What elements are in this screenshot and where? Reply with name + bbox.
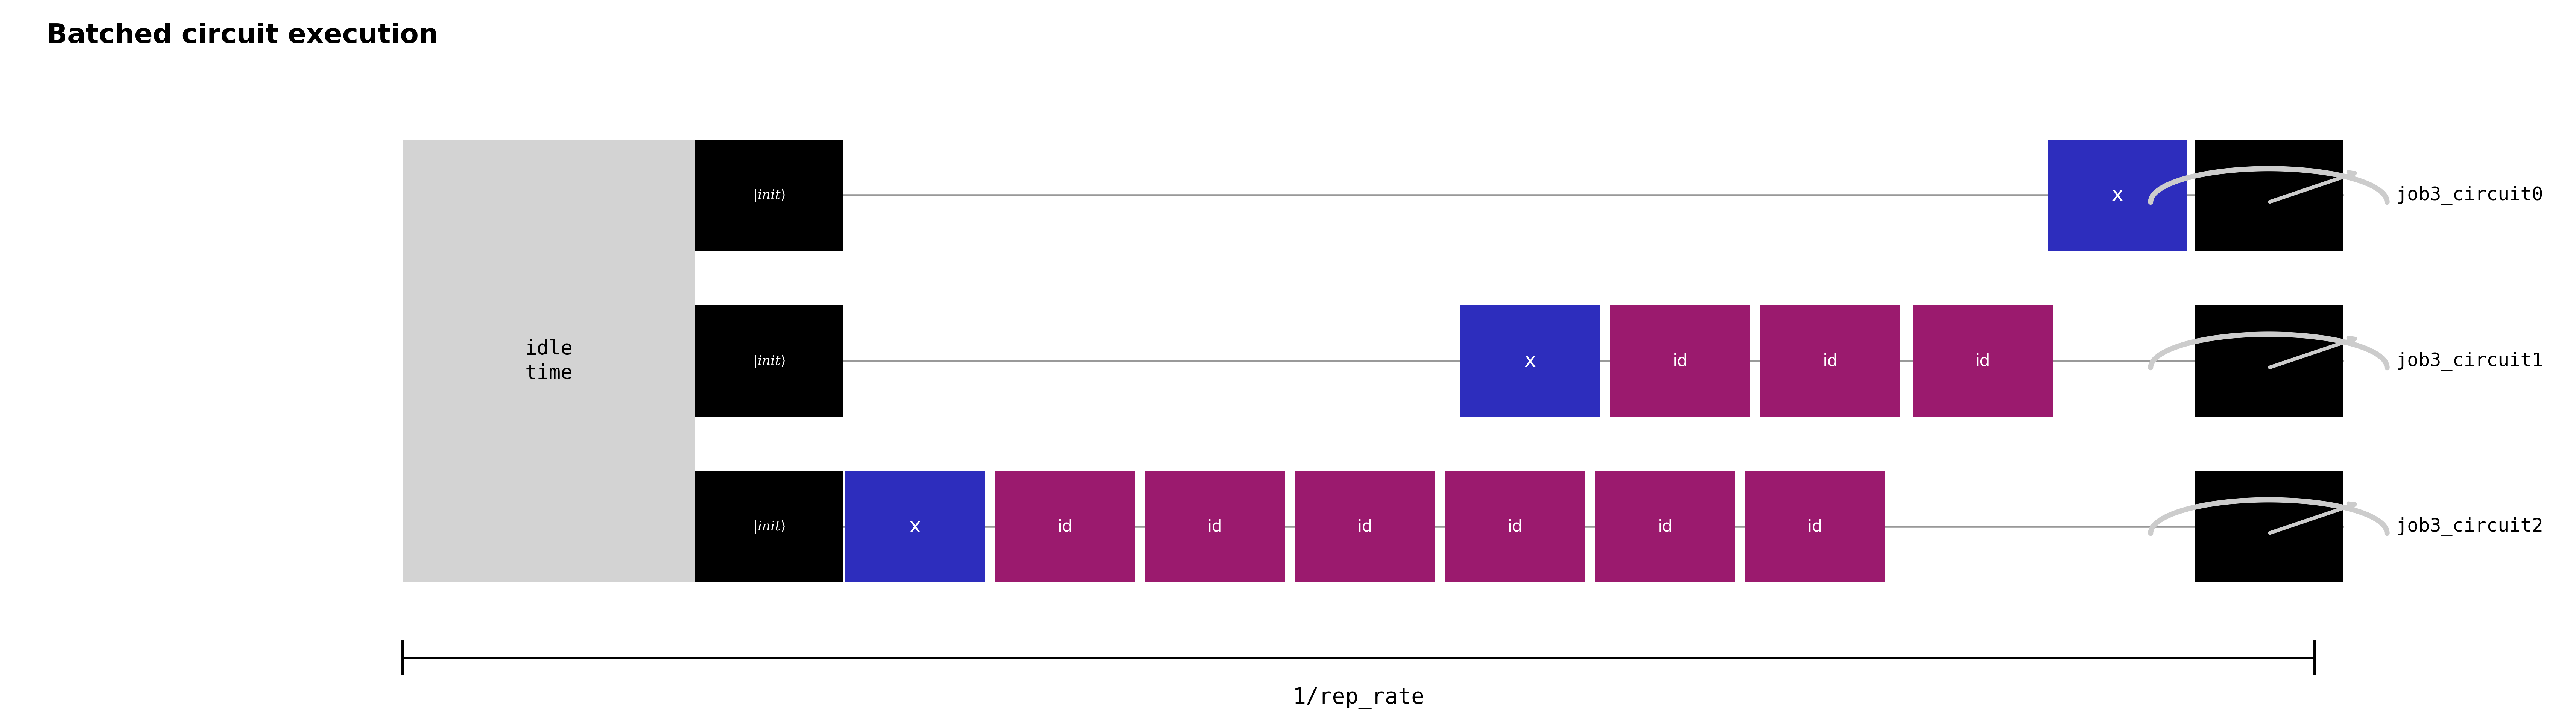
Bar xyxy=(1610,305,1749,417)
Text: job3_circuit1: job3_circuit1 xyxy=(2396,352,2543,370)
Bar xyxy=(2195,305,2342,417)
Text: id: id xyxy=(1208,518,1224,535)
Bar xyxy=(1914,305,2053,417)
Text: id: id xyxy=(1507,518,1522,535)
Bar xyxy=(402,139,696,583)
Bar xyxy=(1744,471,1886,583)
Text: $|$init$\rangle$: $|$init$\rangle$ xyxy=(752,354,786,368)
Bar xyxy=(696,305,842,417)
Text: id: id xyxy=(1358,518,1373,535)
Bar xyxy=(1296,471,1435,583)
Bar xyxy=(2195,471,2342,583)
Text: id: id xyxy=(1656,518,1672,535)
Text: job3_circuit0: job3_circuit0 xyxy=(2396,186,2543,205)
Text: id: id xyxy=(1824,353,1837,369)
Bar xyxy=(2048,139,2187,251)
Text: 1/rep_rate: 1/rep_rate xyxy=(1293,687,1425,709)
Bar xyxy=(1759,305,1901,417)
Text: id: id xyxy=(1672,353,1687,369)
Text: x: x xyxy=(1525,351,1535,371)
Text: idle
time: idle time xyxy=(526,339,572,383)
Text: id: id xyxy=(1808,518,1824,535)
Bar xyxy=(1461,305,1600,417)
Bar xyxy=(696,471,842,583)
Text: x: x xyxy=(909,517,920,536)
Bar xyxy=(1146,471,1285,583)
Text: job3_circuit2: job3_circuit2 xyxy=(2396,517,2543,536)
Bar xyxy=(696,139,842,251)
Bar xyxy=(994,471,1136,583)
Bar xyxy=(845,471,984,583)
Text: id: id xyxy=(1976,353,1991,369)
Text: $|$init$\rangle$: $|$init$\rangle$ xyxy=(752,188,786,203)
Bar xyxy=(1445,471,1584,583)
Bar xyxy=(1595,471,1736,583)
Text: Batched circuit execution: Batched circuit execution xyxy=(46,22,438,48)
Text: x: x xyxy=(2112,186,2123,205)
Text: $|$init$\rangle$: $|$init$\rangle$ xyxy=(752,519,786,534)
Bar xyxy=(2195,139,2342,251)
Text: id: id xyxy=(1056,518,1072,535)
